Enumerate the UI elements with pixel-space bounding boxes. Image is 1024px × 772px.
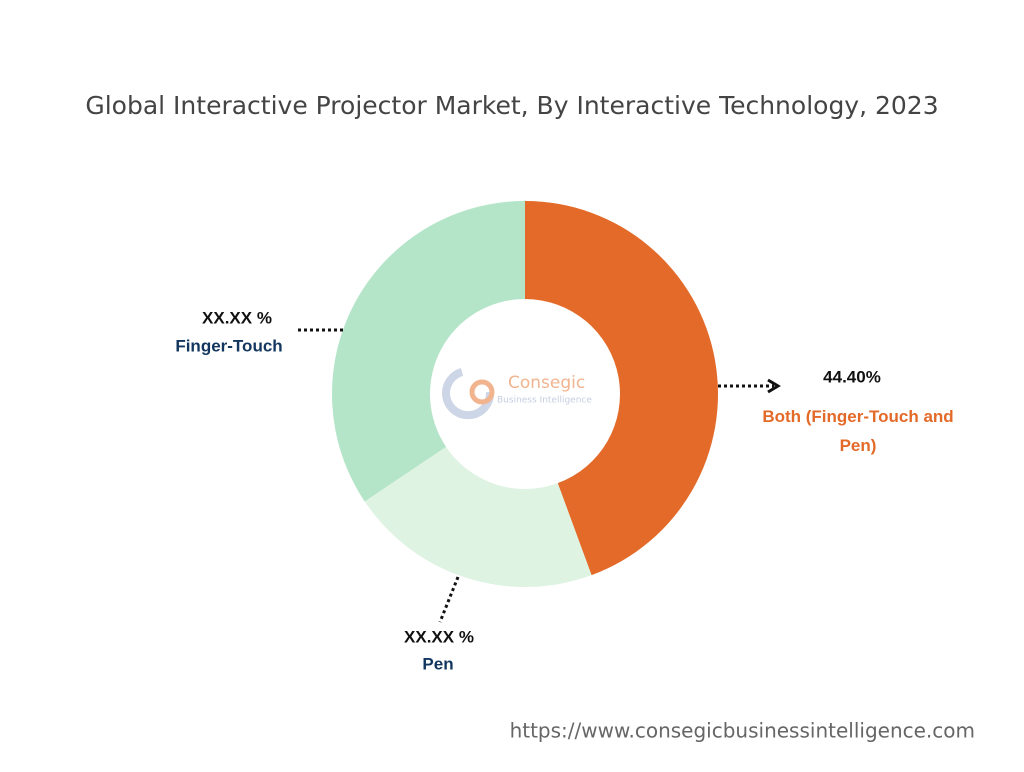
category-label: Finger-Touch (175, 336, 282, 355)
source-url: https://www.consegicbusinessintelligence… (510, 719, 975, 743)
logo-icon (469, 379, 495, 405)
logo-name: Consegic (508, 373, 585, 393)
value-label: XX.XX % (202, 308, 272, 327)
slice (364, 446, 592, 587)
logo-icon (442, 368, 495, 420)
arrow-head (767, 378, 781, 394)
value-label: XX.XX % (404, 627, 474, 646)
label-box: Both (Finger-Touch and Pen) (762, 407, 954, 455)
slice (525, 201, 719, 576)
category-label: Pen (422, 654, 453, 673)
value-label: 44.40% (823, 367, 881, 386)
category-label: Both (Finger-Touch and Pen) (762, 407, 954, 455)
logo: Consegic Business Intelligence (442, 368, 592, 420)
donut (332, 201, 719, 587)
logo-tagline: Business Intelligence (497, 396, 592, 406)
chart-title: Global Interactive Projector Market, By … (85, 91, 938, 120)
slice (332, 201, 525, 502)
leader (438, 576, 460, 623)
